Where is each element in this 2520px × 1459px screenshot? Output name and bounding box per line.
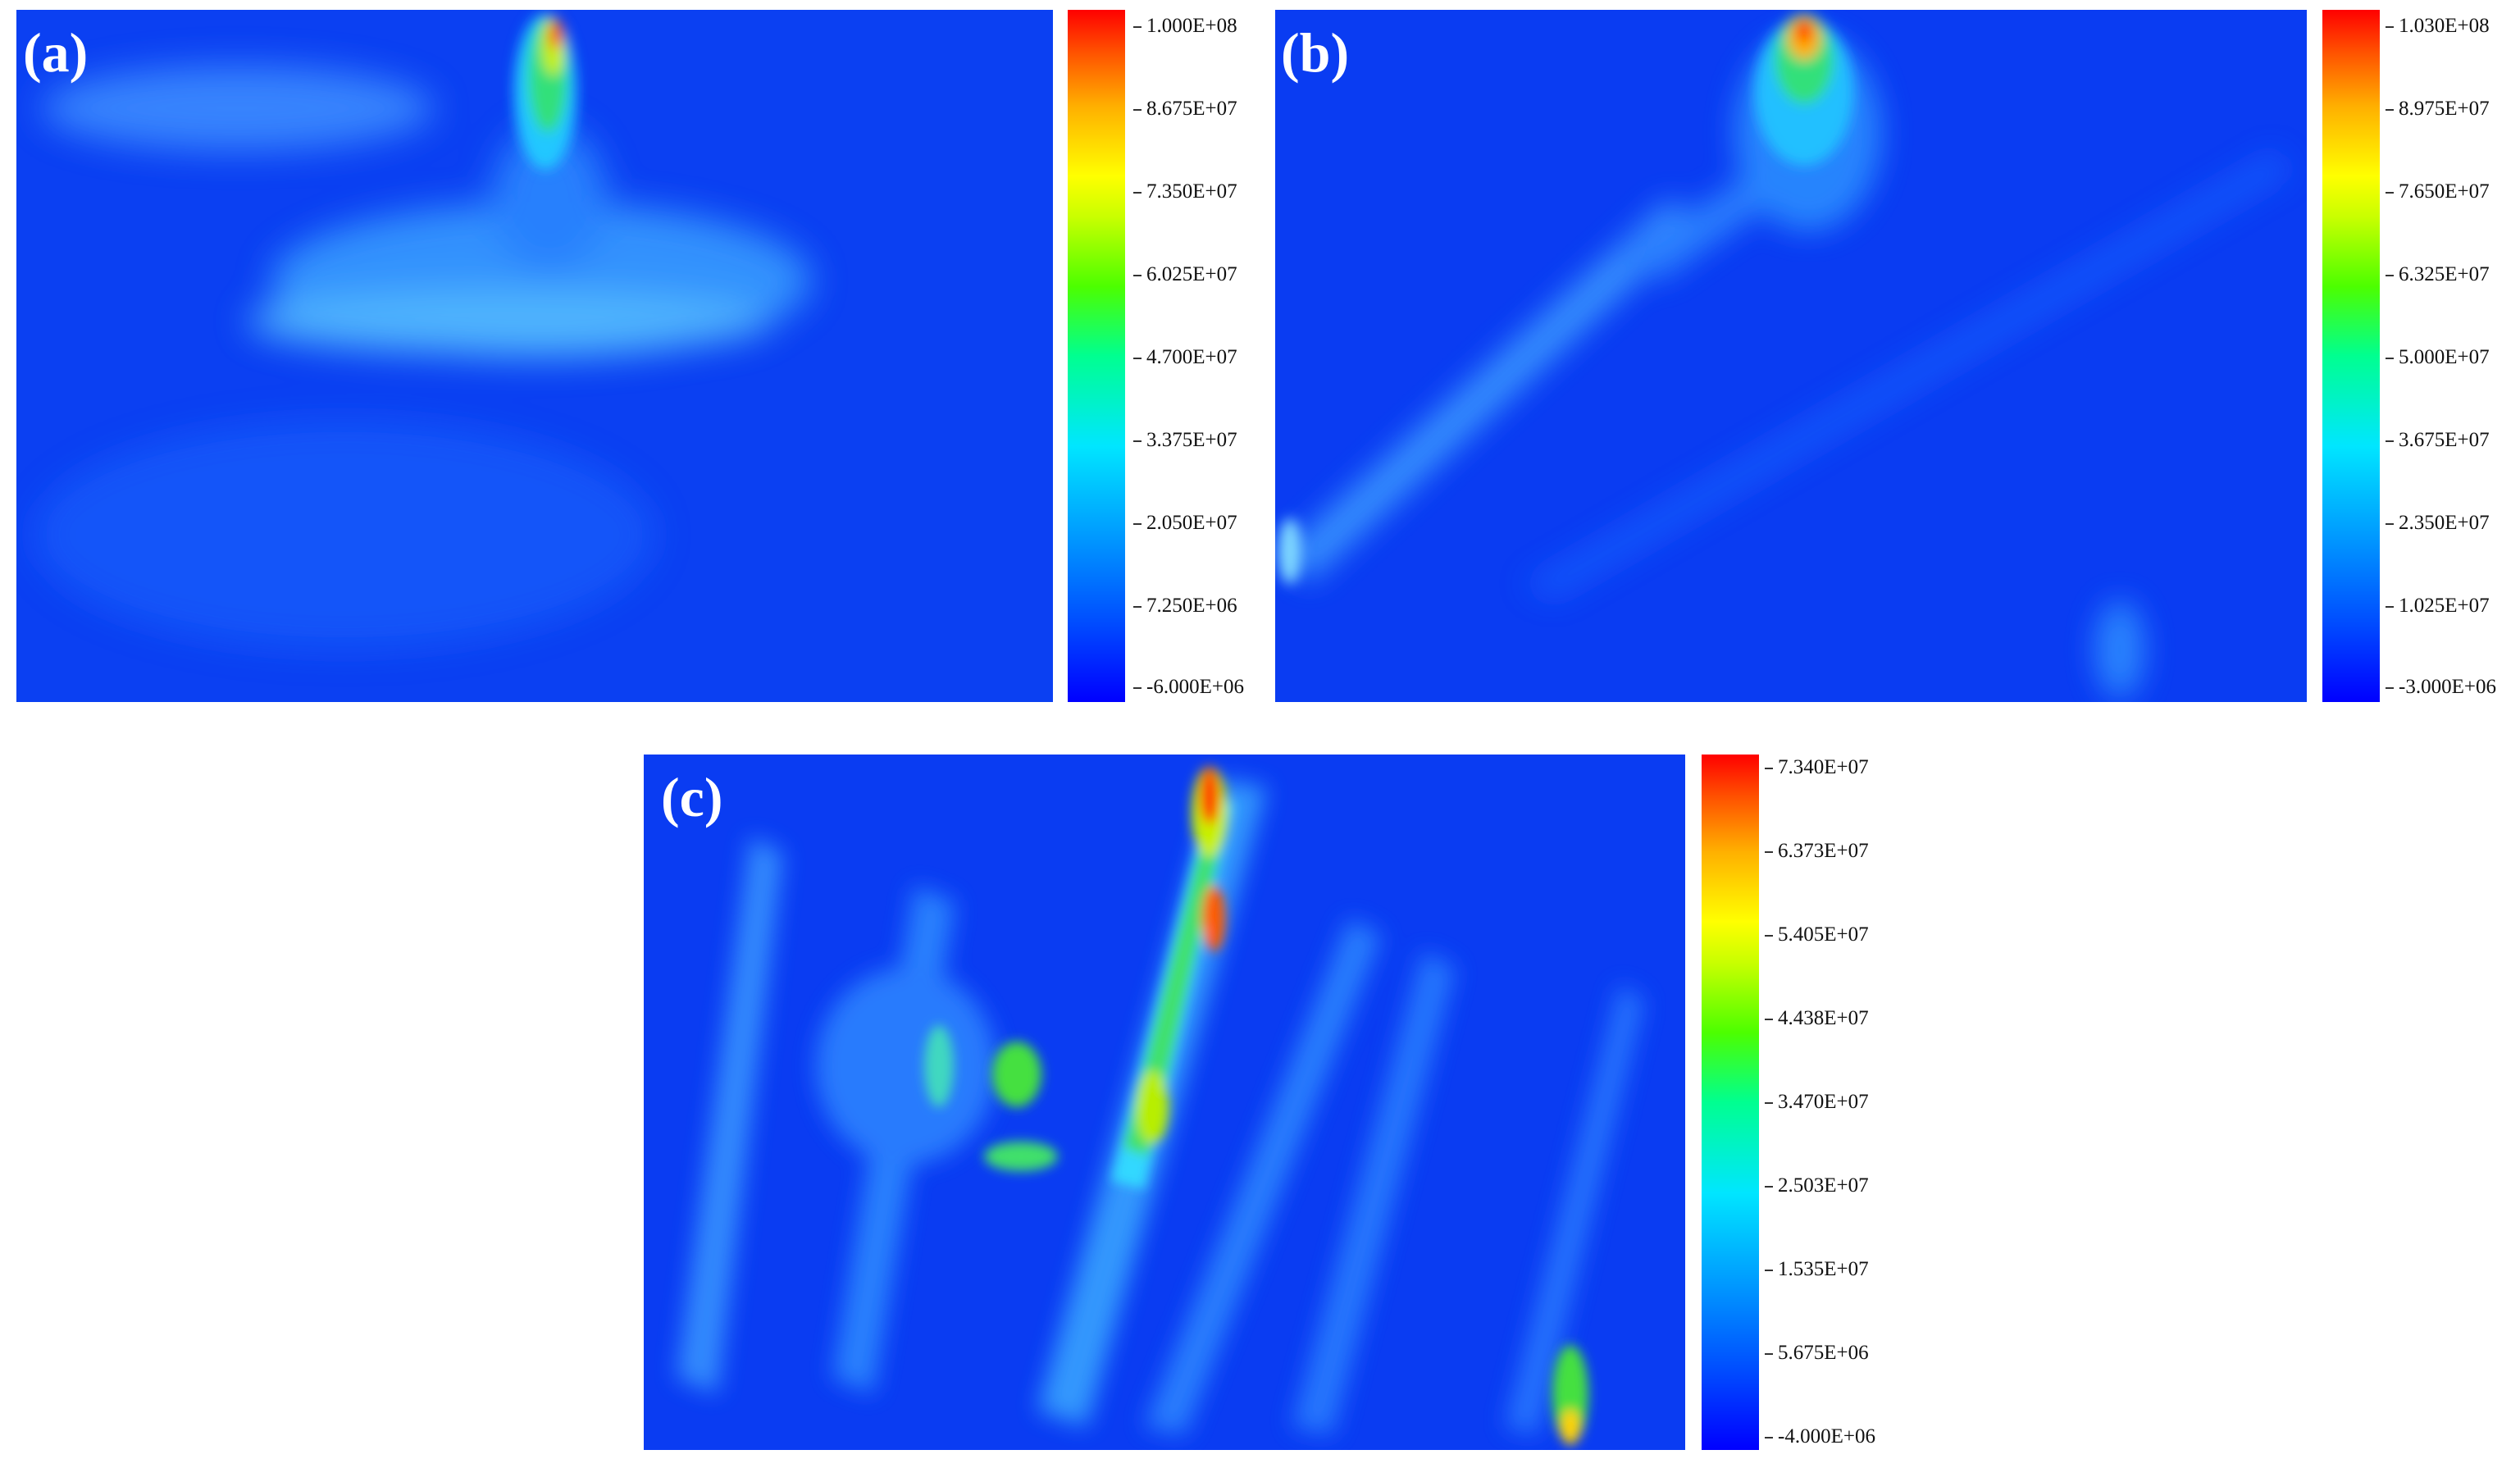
heatmap-c-field	[644, 755, 1685, 1450]
colorbar-c-tick: 4.438E+07	[1765, 1007, 1869, 1029]
colorbar-a-tick: 1.000E+08	[1133, 15, 1237, 37]
colorbar-a-tick: 2.050E+07	[1133, 512, 1237, 534]
colorbar-a-tick: 7.250E+06	[1133, 595, 1237, 617]
panel-label-b: (b)	[1281, 21, 1350, 84]
colorbar-c-tick: 5.405E+07	[1765, 923, 1869, 946]
colorbar-c-tick: 2.503E+07	[1765, 1174, 1869, 1197]
heatmap-b-field	[1275, 10, 2307, 702]
colorbar-a-tick: -6.000E+06	[1133, 676, 1244, 698]
colorbar-c-tick: -4.000E+06	[1765, 1425, 1875, 1448]
colorbar-c-tick: 3.470E+07	[1765, 1091, 1869, 1113]
colorbar-b-tick: 1.030E+08	[2386, 15, 2490, 37]
heatmap-b	[1275, 10, 2307, 702]
colorbar-a-tick: 3.375E+07	[1133, 429, 1237, 451]
colorbar-a-tick: 8.675E+07	[1133, 98, 1237, 120]
colorbar-a-tick: 4.700E+07	[1133, 346, 1237, 368]
colorbar-b-tick: 8.975E+07	[2386, 98, 2490, 120]
colorbar-a-tick: 6.025E+07	[1133, 263, 1237, 285]
panel-label-c: (c)	[661, 766, 723, 828]
colorbar-c-tick: 5.675E+06	[1765, 1342, 1869, 1364]
colorbar-b	[2322, 10, 2380, 702]
colorbar-b-tick: 7.650E+07	[2386, 180, 2490, 203]
colorbar-b-tick: 3.675E+07	[2386, 429, 2490, 451]
colorbar-b-tick: 5.000E+07	[2386, 346, 2490, 368]
colorbar-c-tick: 1.535E+07	[1765, 1258, 1869, 1280]
colorbar-b-tick: -3.000E+06	[2386, 676, 2496, 698]
heatmap-a	[16, 10, 1053, 702]
colorbar-b-tick: 1.025E+07	[2386, 595, 2490, 617]
heatmap-a-field	[16, 10, 1053, 702]
colorbar-c	[1702, 755, 1759, 1450]
colorbar-b-tick: 6.325E+07	[2386, 263, 2490, 285]
colorbar-c-tick: 6.373E+07	[1765, 840, 1869, 862]
colorbar-a-tick: 7.350E+07	[1133, 180, 1237, 203]
colorbar-b-tick: 2.350E+07	[2386, 512, 2490, 534]
colorbar-a	[1068, 10, 1125, 702]
panel-label-a: (a)	[23, 21, 89, 84]
colorbar-c-tick: 7.340E+07	[1765, 756, 1869, 778]
heatmap-c	[644, 755, 1685, 1450]
